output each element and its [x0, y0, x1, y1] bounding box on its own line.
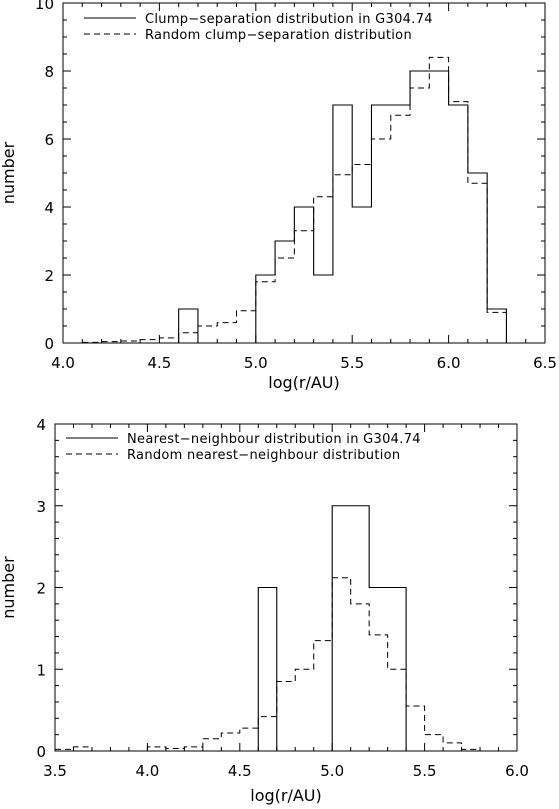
y-tick-label: 0	[44, 335, 54, 353]
y-tick-label: 1	[36, 661, 46, 679]
random-histogram-bin	[240, 728, 258, 751]
random-histogram-bin	[429, 57, 448, 343]
random-histogram-bin	[147, 747, 165, 751]
random-histogram-bin	[391, 115, 410, 343]
random-histogram-bin	[449, 102, 468, 343]
random-histogram-bin	[121, 341, 140, 343]
random-histogram-bin	[82, 342, 101, 343]
y-tick-label: 8	[44, 63, 54, 81]
random-histogram-bin	[179, 333, 198, 343]
random-histogram-bin	[217, 323, 236, 343]
random-histogram-bin	[184, 747, 202, 751]
random-histogram-bin	[425, 735, 443, 751]
x-tick-label: 4.5	[147, 354, 171, 372]
random-histogram-bin	[351, 604, 369, 751]
random-histogram-bin	[102, 342, 121, 343]
random-histogram-bin	[468, 183, 487, 343]
random-histogram-bin	[410, 88, 429, 343]
random-histogram-bin	[237, 311, 256, 343]
y-tick-label: 2	[36, 580, 46, 598]
random-histogram-bin	[487, 312, 506, 343]
random-histogram-bin	[314, 197, 333, 343]
x-tick-label: 4.0	[51, 354, 75, 372]
x-tick-label: 6.0	[437, 354, 461, 372]
random-histogram-bin	[462, 749, 480, 751]
y-axis-title: number	[0, 556, 18, 619]
x-tick-label: 3.5	[43, 762, 67, 780]
random-histogram-bin	[369, 635, 387, 751]
observed-distribution-line	[63, 70, 545, 344]
x-axis-title: log(r/AU)	[268, 373, 340, 392]
random-histogram-bin	[166, 749, 184, 751]
random-histogram-bin	[333, 175, 352, 343]
x-tick-label: 5.0	[320, 762, 344, 780]
y-tick-label: 4	[44, 199, 54, 217]
random-histogram-bin	[258, 717, 276, 751]
y-tick-label: 3	[36, 498, 46, 516]
x-axis-title: log(r/AU)	[250, 786, 322, 805]
x-tick-label: 5.5	[340, 354, 364, 372]
random-histogram-bin	[371, 139, 390, 343]
legend-label: Clump−separation distribution in G304.74	[145, 12, 433, 27]
y-tick-label: 10	[35, 0, 54, 13]
random-histogram-bin	[256, 282, 275, 343]
random-histogram-bin	[352, 165, 371, 344]
random-histogram-bin	[314, 641, 332, 751]
y-tick-label: 0	[36, 743, 46, 761]
random-histogram-bin	[295, 669, 313, 751]
random-histogram-bin	[443, 743, 461, 751]
legend-label: Random clump−separation distribution	[145, 28, 412, 43]
random-histogram-bin	[388, 669, 406, 751]
legend-label: Random nearest−neighbour distribution	[127, 448, 400, 463]
y-tick-label: 6	[44, 131, 54, 149]
legend-label: Nearest−neighbour distribution in G304.7…	[127, 432, 421, 447]
observed-distribution-line	[55, 505, 517, 752]
x-tick-label: 5.5	[413, 762, 437, 780]
random-histogram-bin	[159, 338, 178, 343]
random-histogram-bin	[406, 706, 424, 751]
x-tick-label: 5.0	[244, 354, 268, 372]
random-distribution-line	[63, 56, 545, 344]
random-histogram-bin	[73, 747, 91, 751]
random-histogram-bin	[203, 739, 221, 751]
y-tick-label: 4	[36, 416, 46, 434]
x-tick-label: 6.5	[533, 354, 557, 372]
random-histogram-bin	[294, 231, 313, 343]
bottom-histogram-panel: 3.5 4.0 4.5 5.0 5.5 6.0 0 1 2 3 4 log(r/AU) number Ne…	[0, 416, 529, 805]
random-histogram-bin	[140, 340, 159, 343]
random-histogram-bin	[198, 326, 217, 343]
random-distribution-line	[55, 577, 517, 752]
random-histogram-bin	[332, 578, 350, 751]
x-tick-label: 4.5	[228, 762, 252, 780]
x-tick-label: 6.0	[505, 762, 529, 780]
y-axis-title: number	[0, 141, 18, 204]
y-tick-label: 2	[44, 267, 54, 285]
x-tick-label: 4.0	[135, 762, 159, 780]
random-histogram-bin	[221, 733, 239, 751]
top-histogram-panel: 4.0 4.5 5.0 5.5 6.0 6.5 0 2 4 6 8 10 log(r/AU) number…	[0, 0, 557, 392]
random-histogram-bin	[55, 749, 73, 751]
random-histogram-bin	[277, 682, 295, 751]
random-histogram-bin	[275, 258, 294, 343]
